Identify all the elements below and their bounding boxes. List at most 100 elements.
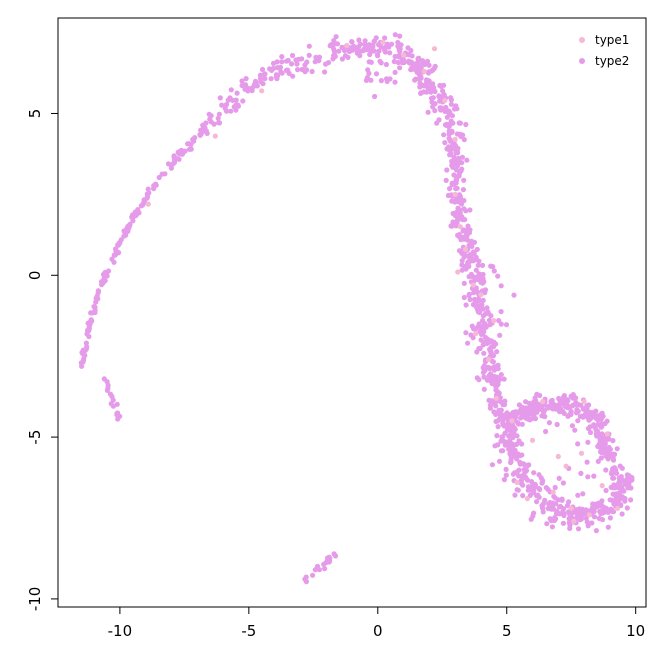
point-type2: [551, 501, 557, 507]
point-type2: [408, 47, 414, 54]
point-type2: [239, 82, 245, 89]
point-type2: [451, 181, 457, 187]
point-type2: [478, 272, 485, 278]
point-type2: [448, 118, 454, 124]
point-type2: [426, 69, 432, 75]
point-type2: [448, 101, 454, 107]
point-type2: [339, 56, 345, 62]
point-type2: [116, 250, 122, 256]
x-tick-label: 0: [373, 622, 383, 640]
point-type2: [453, 167, 460, 173]
point-type2: [560, 480, 567, 486]
point-type2: [480, 297, 486, 303]
point-type2: [607, 515, 614, 521]
point-type1: [563, 463, 569, 469]
point-type2: [598, 503, 605, 509]
legend-label-type2: type2: [595, 54, 629, 68]
point-type2: [489, 462, 495, 468]
point-type2: [622, 495, 628, 502]
legend-marker-type2: [579, 58, 585, 64]
point-type2: [478, 337, 484, 343]
point-type2: [451, 172, 457, 178]
point-type2: [512, 492, 518, 498]
point-type2: [322, 69, 328, 75]
point-type2: [262, 76, 268, 82]
point-type2: [392, 53, 398, 60]
point-type2: [156, 174, 162, 181]
point-type2: [595, 443, 601, 449]
point-type2: [585, 508, 591, 514]
point-type2: [396, 44, 402, 51]
point-type2: [567, 522, 573, 528]
point-type2: [86, 324, 92, 330]
point-type2: [520, 493, 526, 499]
point-type2: [475, 307, 482, 313]
point-type2: [560, 508, 566, 514]
point-type2: [497, 376, 503, 382]
point-type2: [407, 59, 413, 65]
point-type2: [476, 346, 482, 352]
point-type2: [104, 387, 110, 393]
point-type2: [575, 408, 581, 414]
point-type2: [593, 528, 600, 534]
point-type2: [490, 359, 496, 365]
point-type2: [453, 223, 459, 229]
point-type2: [511, 470, 518, 476]
point-type2: [115, 242, 121, 248]
x-tick-label: 5: [502, 622, 512, 640]
point-type2: [468, 332, 474, 338]
point-type2: [286, 70, 292, 76]
point-type2: [454, 131, 460, 137]
point-type2: [488, 263, 494, 269]
point-type2: [519, 441, 525, 447]
point-type2: [180, 151, 186, 157]
point-type2: [285, 57, 291, 64]
point-type2: [456, 173, 462, 179]
point-type2: [471, 250, 477, 256]
point-type2: [448, 95, 454, 101]
point-type2: [452, 142, 458, 149]
point-type2: [463, 302, 469, 308]
point-type2: [487, 405, 493, 411]
point-type2: [501, 376, 507, 382]
point-type1: [478, 292, 484, 298]
point-type2: [617, 480, 623, 487]
point-type2: [562, 403, 569, 410]
point-type2: [518, 477, 525, 483]
point-type2: [268, 76, 274, 82]
point-type2: [541, 413, 547, 419]
point-type2: [100, 280, 106, 286]
point-type2: [502, 440, 508, 446]
x-axis: -10 -5 0 5 10: [108, 607, 645, 640]
point-type2: [607, 497, 613, 503]
point-type2: [224, 101, 230, 108]
point-type2: [104, 273, 110, 279]
x-tick-label: -10: [108, 622, 133, 640]
point-type2: [387, 76, 393, 82]
point-type1: [473, 330, 479, 337]
point-type2: [484, 339, 490, 345]
point-type2: [424, 79, 430, 85]
point-type2: [606, 436, 612, 442]
point-type2: [472, 297, 478, 304]
point-type2: [109, 393, 115, 400]
point-type2: [461, 236, 467, 242]
point-type2: [471, 239, 478, 245]
point-type2: [554, 421, 560, 428]
point-type2: [480, 369, 486, 376]
point-type2: [479, 262, 486, 268]
point-type2: [200, 122, 206, 128]
point-type2: [527, 417, 533, 423]
point-type2: [566, 412, 572, 418]
point-type1: [470, 282, 476, 288]
point-type2: [612, 465, 618, 471]
point-type2: [569, 423, 576, 429]
point-type2: [454, 217, 461, 223]
point-type2: [597, 436, 603, 442]
point-type2: [536, 485, 542, 492]
point-type1: [212, 133, 218, 139]
point-type2: [603, 453, 609, 459]
point-type2: [500, 401, 506, 408]
point-type2: [458, 168, 464, 174]
point-type2: [370, 42, 376, 48]
